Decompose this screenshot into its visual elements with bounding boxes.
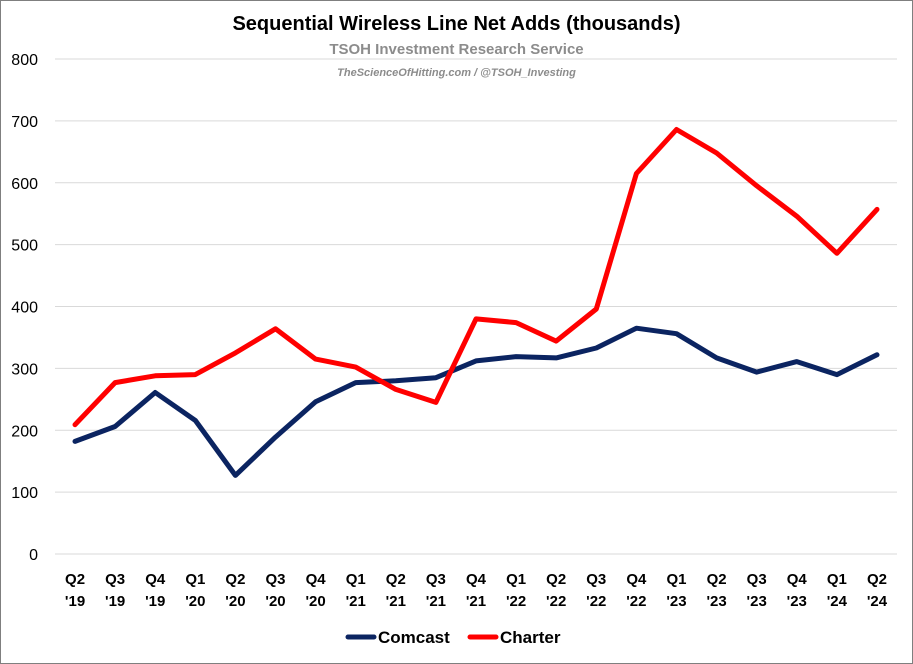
- x-tick-label: Q2: [867, 571, 887, 588]
- subtitle-text: TSOH Investment Research Service: [325, 41, 588, 58]
- x-tick-label: Q4: [626, 571, 647, 588]
- credit-text: TheScienceOfHitting.com / @TSOH_Investin…: [333, 67, 580, 79]
- y-tick-label: 600: [11, 176, 38, 193]
- x-tick-label: Q2: [225, 571, 245, 588]
- x-tick-label: '20: [305, 593, 325, 610]
- x-tick-label: Q3: [105, 571, 125, 588]
- series-line-charter: [72, 127, 880, 428]
- x-tick-label: Q3: [426, 571, 446, 588]
- y-tick-label: 300: [11, 361, 38, 378]
- y-tick-label: 500: [11, 238, 38, 255]
- x-tick-label: Q2: [546, 571, 566, 588]
- series-line-comcast: [72, 325, 880, 478]
- x-tick-label: Q3: [747, 571, 767, 588]
- x-tick-label: '23: [666, 593, 686, 610]
- x-tick-label: '20: [265, 593, 285, 610]
- x-tick-label: '19: [145, 593, 165, 610]
- y-tick-label: 400: [11, 300, 38, 317]
- x-tick-label: Q2: [65, 571, 85, 588]
- x-tick-label: Q4: [145, 571, 166, 588]
- y-tick-label: 200: [11, 423, 38, 440]
- x-tick-label: '22: [546, 593, 566, 610]
- legend: Comcast Charter: [345, 628, 561, 647]
- x-tick-label: '23: [747, 593, 767, 610]
- x-tick-label: Q1: [346, 571, 366, 588]
- x-tick-label: Q1: [666, 571, 686, 588]
- chart-title: Sequential Wireless Line Net Adds (thous…: [232, 13, 681, 35]
- x-tick-label: Q4: [466, 571, 487, 588]
- y-tick-label: 700: [11, 114, 38, 131]
- series-lines: [72, 127, 880, 478]
- gridlines: [55, 58, 897, 493]
- x-tick-label: '23: [706, 593, 726, 610]
- x-tick-label: '24: [867, 593, 888, 610]
- x-tick-label: '22: [586, 593, 606, 610]
- x-tick-label: Q3: [266, 571, 286, 588]
- x-tick-label: Q1: [185, 571, 205, 588]
- x-tick-label: '22: [506, 593, 526, 610]
- x-tick-label: '24: [827, 593, 848, 610]
- x-tick-label: Q2: [386, 571, 406, 588]
- legend-label-comcast: Comcast: [378, 628, 450, 647]
- chart-credit: TheScienceOfHitting.com / @TSOH_Investin…: [0, 67, 913, 79]
- x-axis: Q2 '19 Q3 '19 Q4 '19 Q1 '20 Q2 '20 Q3 '20 Q4 '20 Q1 '21…: [65, 571, 888, 610]
- chart-subtitle: TSOH Investment Research Service: [0, 41, 913, 58]
- x-tick-label: '20: [185, 593, 205, 610]
- x-tick-label: Q1: [506, 571, 526, 588]
- x-tick-label: '23: [787, 593, 807, 610]
- x-tick-label: Q3: [586, 571, 606, 588]
- y-tick-label: 100: [11, 485, 38, 502]
- x-tick-label: '22: [626, 593, 646, 610]
- x-tick-label: '20: [225, 593, 245, 610]
- x-tick-label: '21: [386, 593, 406, 610]
- x-tick-label: '21: [466, 593, 486, 610]
- x-tick-label: Q2: [707, 571, 727, 588]
- x-tick-label: '21: [426, 593, 446, 610]
- x-tick-label: '19: [65, 593, 85, 610]
- x-tick-label: Q4: [306, 571, 327, 588]
- x-tick-label: '19: [105, 593, 125, 610]
- x-tick-label: '21: [346, 593, 366, 610]
- x-tick-label: Q4: [787, 571, 808, 588]
- y-axis: 0 100 200 300 400 500 600 700 800: [11, 52, 897, 564]
- y-tick-label: 800: [11, 52, 38, 69]
- legend-label-charter: Charter: [500, 628, 561, 647]
- y-tick-label: 0: [29, 547, 38, 564]
- x-tick-label: Q1: [827, 571, 847, 588]
